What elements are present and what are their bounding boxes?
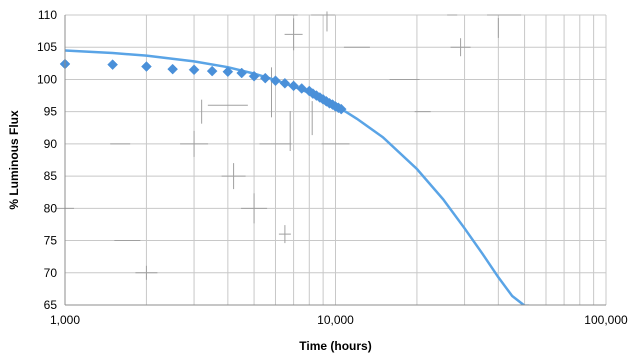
x-tick-label: 1,000 — [50, 313, 80, 327]
data-point — [236, 67, 248, 79]
y-tick-label: 70 — [44, 266, 58, 280]
background-crosshair-artifacts — [56, 11, 522, 306]
data-point — [188, 64, 200, 76]
data-point — [141, 61, 152, 72]
x-tick-label: 10,000 — [317, 313, 354, 327]
y-tick-label: 85 — [44, 169, 58, 183]
grid-lines — [64, 14, 607, 306]
y-axis-title: % Luminous Flux — [7, 110, 21, 210]
x-axis-title: Time (hours) — [299, 339, 371, 353]
y-tick-label: 100 — [37, 72, 57, 86]
y-tick-label: 95 — [44, 105, 58, 119]
axes — [64, 15, 606, 306]
y-tick-label: 110 — [38, 8, 57, 22]
y-tick-label: 75 — [44, 234, 58, 248]
data-point — [288, 80, 299, 92]
y-tick-label: 80 — [44, 201, 58, 215]
tick-labels: 65 70 75 80 85 90 95 100 105 110 1,000 10,000 100,00… — [37, 8, 628, 327]
x-tick-label: 100,000 — [584, 313, 628, 327]
y-tick-label: 90 — [44, 137, 58, 151]
data-point — [206, 65, 218, 77]
data-point — [248, 70, 260, 82]
data-point — [279, 77, 291, 89]
data-point — [107, 59, 118, 70]
data-point — [167, 63, 178, 75]
data-point — [259, 72, 271, 84]
data-point — [222, 66, 234, 78]
data-point — [270, 75, 281, 87]
y-tick-label: 105 — [37, 40, 57, 54]
data-point — [335, 103, 347, 115]
y-tick-label: 65 — [44, 298, 58, 312]
data-points-layer — [59, 58, 347, 115]
